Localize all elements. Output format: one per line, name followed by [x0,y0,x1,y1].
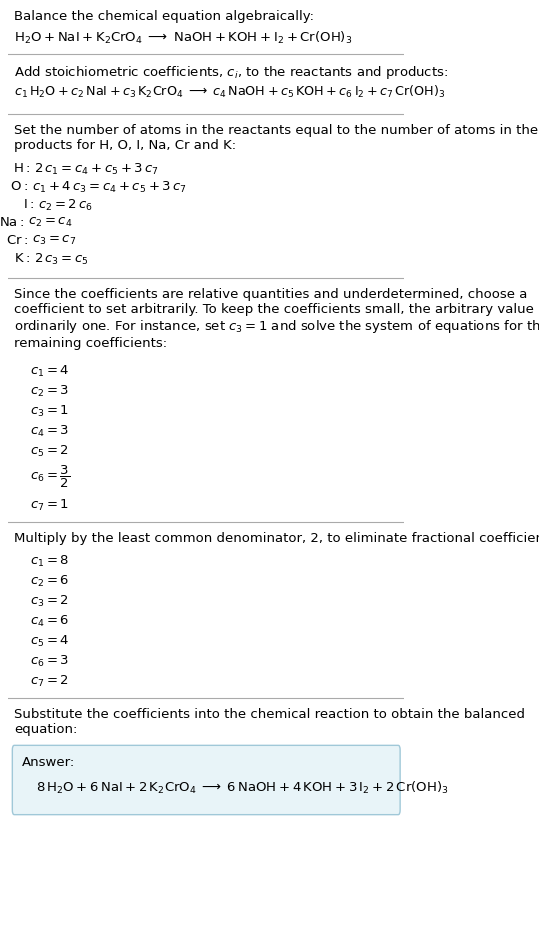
Text: $c_4 = 3$: $c_4 = 3$ [31,424,70,439]
Text: $\mathrm{I:}$: $\mathrm{I:}$ [23,198,34,211]
Text: $2\,c_1 = c_4 + c_5 + 3\,c_7$: $2\,c_1 = c_4 + c_5 + 3\,c_7$ [34,162,159,177]
Text: Substitute the coefficients into the chemical reaction to obtain the balanced
eq: Substitute the coefficients into the che… [15,708,526,736]
FancyBboxPatch shape [12,746,400,815]
Text: $\mathrm{O:}$: $\mathrm{O:}$ [10,180,28,193]
Text: $c_2 = 2\,c_6$: $c_2 = 2\,c_6$ [38,198,93,213]
Text: $c_7 = 2$: $c_7 = 2$ [31,674,70,689]
Text: $\mathrm{H:}$: $\mathrm{H:}$ [13,162,31,175]
Text: $\mathrm{Na:}$: $\mathrm{Na:}$ [0,216,25,229]
Text: $c_3 = 1$: $c_3 = 1$ [31,404,70,419]
Text: $c_2 = c_4$: $c_2 = c_4$ [28,216,73,229]
Text: $\mathrm{K:}$: $\mathrm{K:}$ [15,252,31,265]
Text: Answer:: Answer: [22,756,75,769]
Text: $c_3 = 2$: $c_3 = 2$ [31,594,70,610]
Text: $c_6 = 3$: $c_6 = 3$ [31,654,70,669]
Text: $c_1 = 4$: $c_1 = 4$ [31,364,70,379]
Text: $c_4 = 6$: $c_4 = 6$ [31,614,70,629]
Text: $\mathrm{H_2O + NaI + K_2CrO_4 \;\longrightarrow\; NaOH + KOH + I_2 + Cr(OH)_3}$: $\mathrm{H_2O + NaI + K_2CrO_4 \;\longri… [15,30,353,46]
Text: $c_2 = 3$: $c_2 = 3$ [31,384,70,399]
Text: $c_1 + 4\,c_3 = c_4 + c_5 + 3\,c_7$: $c_1 + 4\,c_3 = c_4 + c_5 + 3\,c_7$ [32,180,186,195]
Text: $8\,\mathrm{H_2O} + 6\,\mathrm{NaI} + 2\,\mathrm{K_2CrO_4} \;\longrightarrow\; 6: $8\,\mathrm{H_2O} + 6\,\mathrm{NaI} + 2\… [36,780,449,796]
Text: $\mathrm{Cr:}$: $\mathrm{Cr:}$ [6,234,28,247]
Text: Balance the chemical equation algebraically:: Balance the chemical equation algebraica… [15,10,314,23]
Text: Multiply by the least common denominator, 2, to eliminate fractional coefficient: Multiply by the least common denominator… [15,532,539,545]
Text: $c_5 = 2$: $c_5 = 2$ [31,444,70,459]
Text: $c_7 = 1$: $c_7 = 1$ [31,498,70,514]
Text: $2\,c_3 = c_5$: $2\,c_3 = c_5$ [34,252,89,267]
Text: $c_1\,\mathrm{H_2O} + c_2\,\mathrm{NaI} + c_3\,\mathrm{K_2CrO_4} \;\longrightarr: $c_1\,\mathrm{H_2O} + c_2\,\mathrm{NaI} … [15,84,446,100]
Text: $c_2 = 6$: $c_2 = 6$ [31,574,70,589]
Text: $c_6 = \dfrac{3}{2}$: $c_6 = \dfrac{3}{2}$ [31,464,71,490]
Text: Add stoichiometric coefficients, $c_i$, to the reactants and products:: Add stoichiometric coefficients, $c_i$, … [15,64,448,81]
Text: $c_1 = 8$: $c_1 = 8$ [31,554,70,569]
Text: Since the coefficients are relative quantities and underdetermined, choose a
coe: Since the coefficients are relative quan… [15,288,539,350]
Text: Set the number of atoms in the reactants equal to the number of atoms in the
pro: Set the number of atoms in the reactants… [15,124,538,152]
Text: $c_5 = 4$: $c_5 = 4$ [31,634,70,649]
Text: $c_3 = c_7$: $c_3 = c_7$ [32,234,76,247]
